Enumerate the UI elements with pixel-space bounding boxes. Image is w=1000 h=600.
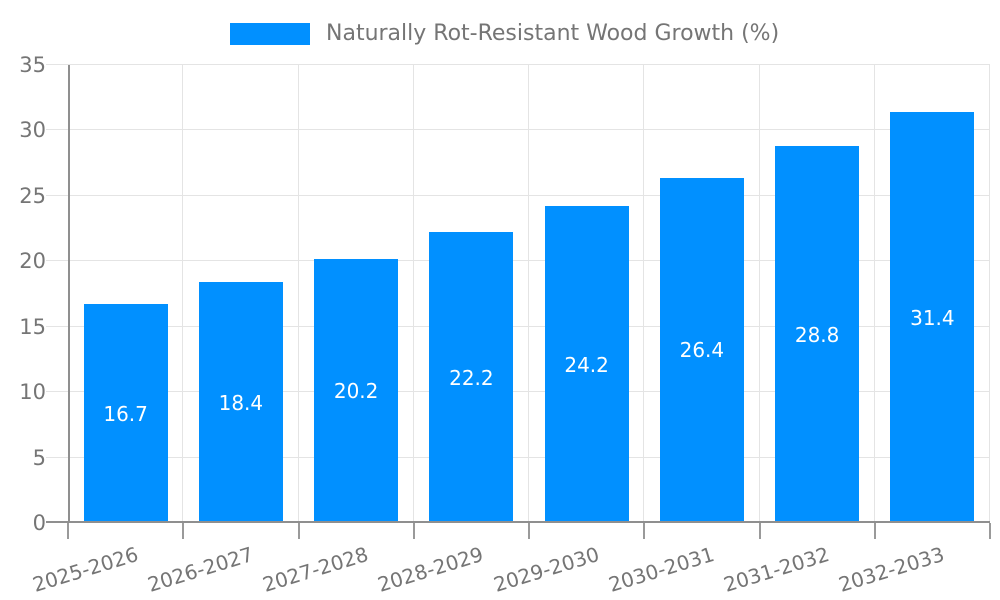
bar-value-label: 26.4 (679, 338, 725, 363)
gridline-x (643, 65, 645, 523)
bar-value-label: 18.4 (218, 390, 264, 415)
gridline-y (46, 325, 990, 327)
y-tick-label: 10 (19, 380, 46, 405)
gridline-x (758, 65, 760, 523)
bar-value-label: 28.8 (794, 322, 840, 347)
x-axis-tick (643, 523, 646, 539)
x-axis-tick (873, 523, 876, 539)
y-axis-line (68, 65, 70, 523)
bar-value-label: 16.7 (103, 401, 148, 426)
bar[interactable]: 31.4 (890, 112, 975, 523)
gridline-y (46, 456, 990, 458)
x-tick-label: 2028-2029 (375, 542, 487, 597)
x-axis-tick (67, 523, 69, 539)
x-tick-label: 2030-2031 (605, 542, 717, 597)
bar[interactable]: 18.4 (198, 282, 283, 523)
x-axis-tick (297, 523, 300, 539)
bar[interactable]: 20.2 (314, 258, 399, 523)
x-tick-label: 2026-2027 (144, 542, 256, 597)
y-tick-label: 5 (32, 445, 46, 470)
gridline-x (297, 65, 299, 523)
bar-value-label: 24.2 (564, 352, 609, 377)
legend-swatch-icon (230, 22, 310, 45)
x-axis-tick (989, 523, 991, 539)
y-tick-label: 20 (19, 249, 46, 274)
y-tick-label: 35 (19, 53, 46, 77)
bar[interactable]: 24.2 (544, 206, 629, 523)
gridline-x (528, 65, 529, 523)
y-tick-label: 15 (19, 314, 46, 339)
x-tick-label: 2029-2030 (490, 542, 602, 597)
bar[interactable]: 28.8 (775, 146, 860, 523)
y-tick-label: 0 (32, 511, 46, 535)
legend-label: Naturally Rot-Resistant Wood Growth (%) (326, 21, 780, 46)
x-axis-tick (182, 523, 185, 539)
gridline-x (989, 65, 990, 523)
x-axis-tick (412, 523, 415, 539)
x-axis-tick (758, 523, 761, 539)
y-tick-label: 25 (19, 183, 46, 208)
gridline-y (46, 260, 990, 262)
legend[interactable]: Naturally Rot-Resistant Wood Growth (%) (230, 21, 779, 46)
x-tick-label: 2031-2032 (720, 542, 833, 597)
gridline-x (182, 65, 184, 523)
gridline-y (46, 129, 990, 131)
y-tick-label: 30 (19, 118, 46, 143)
x-axis-tick (528, 523, 530, 539)
gridline-x (873, 65, 875, 523)
x-tick-label: 2025-2026 (29, 542, 141, 597)
bar-value-label: 22.2 (449, 365, 494, 390)
plot-area: 16.7 18.4 20.2 22.2 24.2 26.4 28.8 31.4 (46, 64, 991, 539)
bar-value-label: 31.4 (910, 305, 955, 330)
x-axis-line (46, 521, 990, 523)
x-tick-label: 2027-2028 (259, 542, 372, 597)
gridline-x (412, 65, 414, 523)
x-tick-label: 2032-2033 (836, 542, 948, 597)
gridline-y (46, 64, 990, 65)
bar-value-label: 20.2 (333, 378, 379, 403)
bar[interactable]: 22.2 (429, 232, 514, 523)
bar[interactable]: 16.7 (83, 304, 168, 523)
gridline-y (46, 391, 990, 393)
gridline-y (46, 194, 990, 196)
bar[interactable]: 26.4 (659, 177, 744, 523)
